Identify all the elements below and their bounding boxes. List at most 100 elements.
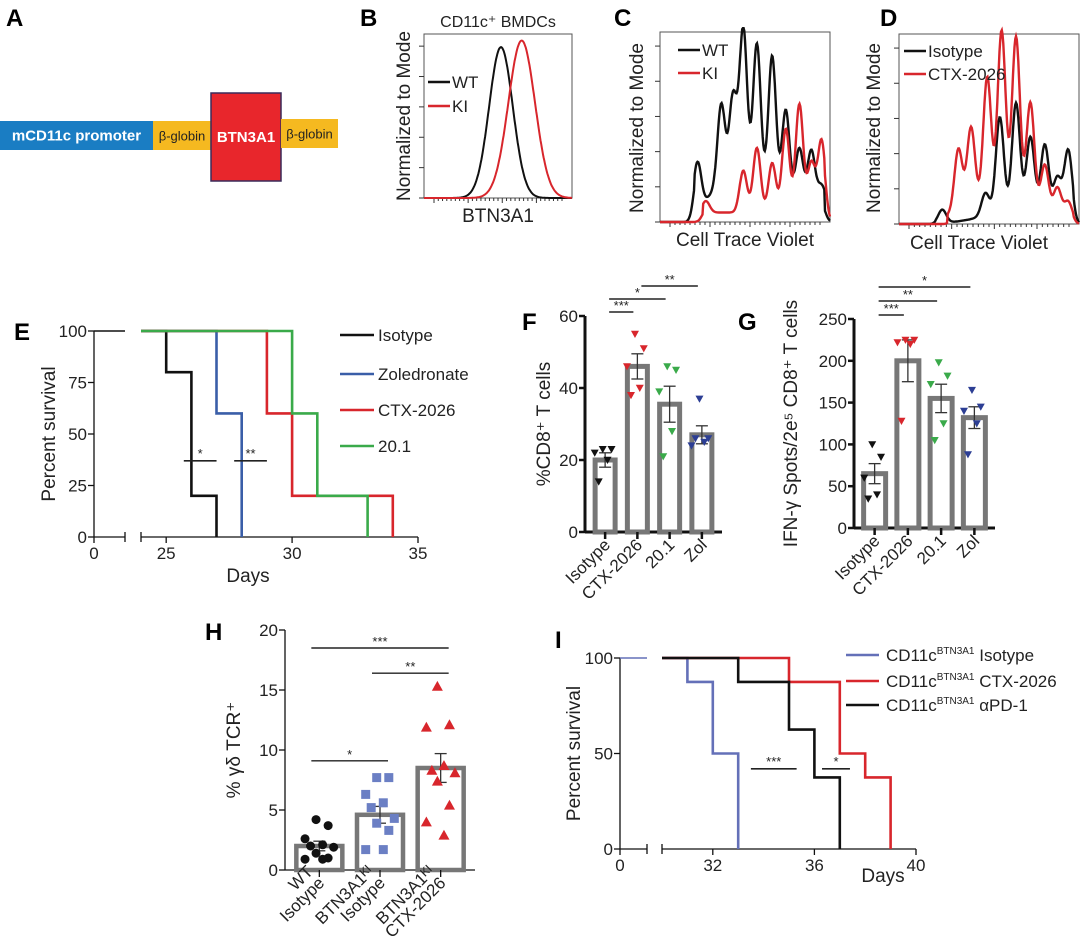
legend-label-suffix: CTX-2026 bbox=[975, 672, 1057, 691]
y-tick-label: 50 bbox=[828, 477, 847, 496]
data-point bbox=[318, 854, 328, 864]
data-point bbox=[930, 437, 939, 445]
x-tick-label: 20.1 bbox=[913, 531, 950, 568]
data-point bbox=[311, 815, 321, 825]
x-tick-label: 30 bbox=[283, 544, 302, 563]
data-point bbox=[934, 359, 943, 367]
survival-curve-cd11c-btn3a1-pd-1 bbox=[662, 656, 842, 849]
data-point bbox=[695, 395, 704, 403]
y-axis-label: Percent survival bbox=[564, 686, 585, 821]
segment-label: BTN3A1 bbox=[217, 129, 275, 146]
data-point bbox=[687, 442, 696, 450]
legend-item: Isotype bbox=[904, 42, 983, 61]
data-point bbox=[594, 478, 603, 486]
significance-annotation: *** bbox=[750, 754, 797, 770]
bar bbox=[624, 363, 650, 535]
significance-annotation: *** bbox=[311, 634, 449, 649]
significance-annotation: ** bbox=[641, 272, 698, 287]
legend-label: CD11cBTN3A1 Isotype bbox=[886, 646, 1034, 665]
significance-stars: * bbox=[347, 747, 352, 762]
y-tick-label: 25 bbox=[68, 477, 87, 496]
legend-label: Zoledronate bbox=[378, 365, 469, 384]
panel-label-e: E bbox=[14, 319, 30, 346]
x-tick-label-line: Zol bbox=[953, 531, 983, 561]
y-tick-label: 40 bbox=[559, 379, 578, 398]
legend-item: 20.1 bbox=[340, 437, 411, 456]
data-point bbox=[311, 848, 321, 858]
y-axis-label: Normalized to Mode bbox=[394, 31, 415, 201]
data-point bbox=[378, 798, 388, 808]
legend-item: CTX-2026 bbox=[340, 401, 455, 420]
data-point bbox=[431, 775, 443, 786]
legend-label-base: CD11c bbox=[886, 696, 937, 715]
y-tick-label: 0 bbox=[269, 861, 278, 880]
legend-label: 20.1 bbox=[378, 437, 411, 456]
data-point bbox=[598, 446, 607, 454]
data-point bbox=[443, 719, 455, 730]
bar-group bbox=[655, 363, 683, 535]
bar-group bbox=[959, 386, 988, 531]
data-point bbox=[622, 363, 631, 371]
x-tick-label-line: 20.1 bbox=[913, 531, 950, 568]
data-point bbox=[893, 339, 902, 347]
significance-annotation: * bbox=[878, 273, 971, 288]
legend-item: CTX-2026 bbox=[904, 65, 1005, 84]
data-point bbox=[300, 854, 310, 864]
bar-chart-h: 05101520WTIsotypeBTN3A1ᴷᴵIsotypeBTN3A1ᴷᴵ… bbox=[224, 621, 475, 940]
y-tick-label: 100 bbox=[819, 435, 847, 454]
y-axis-label: Normalized to Mode bbox=[864, 43, 885, 213]
panel-label-d: D bbox=[880, 5, 897, 32]
data-point bbox=[426, 764, 438, 775]
data-point bbox=[361, 789, 371, 799]
data-point bbox=[668, 428, 677, 436]
histogram-line-ki bbox=[424, 39, 572, 199]
legend-label-sup: BTN3A1 bbox=[937, 672, 975, 683]
bar-group bbox=[926, 359, 955, 531]
x-tick-label: 36 bbox=[805, 856, 824, 875]
legend-label-base: CD11c bbox=[886, 672, 937, 691]
data-point bbox=[449, 767, 461, 778]
data-point bbox=[378, 845, 388, 855]
significance-stars: ** bbox=[665, 272, 675, 287]
legend-label: Isotype bbox=[928, 42, 983, 61]
legend-label-base: CD11c bbox=[886, 646, 937, 665]
bar bbox=[689, 432, 715, 535]
data-point bbox=[438, 829, 450, 840]
legend-label: Isotype bbox=[378, 326, 433, 345]
legend-item: CD11cBTN3A1 CTX-2026 bbox=[846, 672, 1057, 691]
data-point bbox=[901, 336, 910, 344]
survival-curve-ctx-2026 bbox=[141, 329, 395, 537]
y-tick-label: 20 bbox=[559, 451, 578, 470]
data-point bbox=[868, 441, 877, 449]
bar bbox=[657, 401, 683, 535]
y-tick-label: 50 bbox=[68, 425, 87, 444]
y-axis-label: % γδ TCR⁺ bbox=[224, 702, 245, 799]
significance-stars: ** bbox=[903, 287, 913, 302]
legend-label-suffix: Isotype bbox=[975, 646, 1035, 665]
panel-label-b: B bbox=[360, 5, 377, 32]
legend-label: WT bbox=[702, 41, 728, 60]
significance-stars: * bbox=[833, 754, 838, 769]
y-tick-label: 100 bbox=[585, 649, 613, 668]
y-tick-label: 0 bbox=[569, 523, 578, 542]
y-axis-label: Percent survival bbox=[39, 366, 60, 501]
legend-label-suffix: αPD-1 bbox=[975, 696, 1028, 715]
panel-label-h: H bbox=[205, 619, 222, 646]
data-point bbox=[672, 366, 681, 374]
data-point bbox=[329, 842, 339, 852]
data-point bbox=[700, 438, 709, 446]
data-point bbox=[590, 449, 599, 457]
construct-segment: mCD11c promoter bbox=[0, 121, 153, 150]
data-point bbox=[691, 435, 700, 443]
y-tick-label: 100 bbox=[59, 322, 87, 341]
bar-group bbox=[860, 441, 889, 531]
data-point bbox=[877, 453, 886, 461]
bar-group bbox=[354, 773, 406, 873]
legend-label: KI bbox=[702, 64, 718, 83]
x-tick-label: 20.1 bbox=[642, 535, 679, 572]
legend-label: CD11cBTN3A1 CTX-2026 bbox=[886, 672, 1057, 691]
significance-annotation: * bbox=[311, 747, 388, 762]
x-tick-label: BTN3A1ᴷᴵCTX-2026 bbox=[370, 862, 450, 940]
legend-item: KI bbox=[428, 97, 468, 116]
